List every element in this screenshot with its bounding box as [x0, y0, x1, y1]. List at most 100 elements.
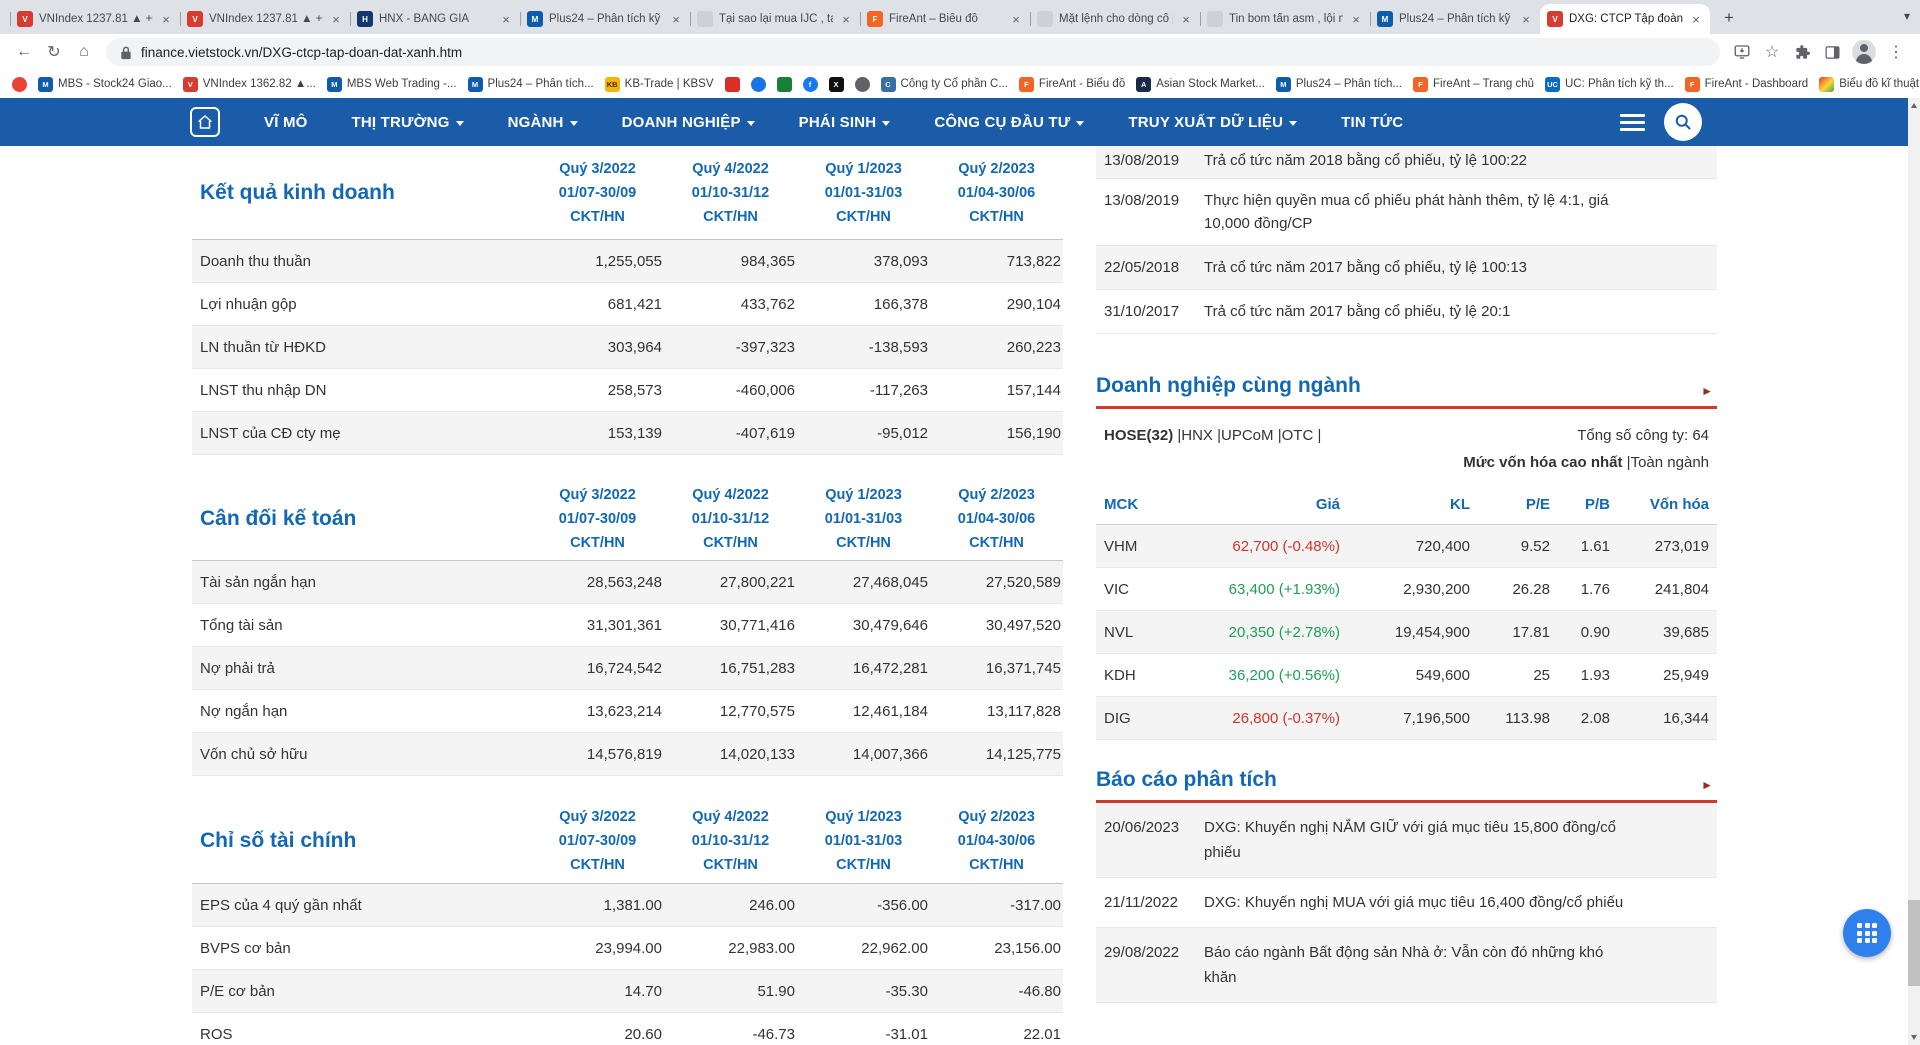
bookmark-item[interactable] — [751, 77, 766, 92]
bookmark-item[interactable]: MPlus24 – Phân tích... — [468, 77, 594, 92]
bookmark-item[interactable]: FFireAnt - Biểu đồ — [1019, 77, 1125, 92]
scrollbar-thumb[interactable] — [1908, 900, 1920, 986]
x-favicon-icon: X — [829, 77, 844, 92]
row-value: 14,007,366 — [797, 746, 930, 763]
browser-tab[interactable]: Tin bom tấn asm , lội n... × — [1200, 4, 1370, 34]
bookmark-item[interactable]: UCUC: Phân tích kỹ th... — [1545, 77, 1674, 92]
bookmark-item[interactable]: Biểu đồ kĩ thuật — [1819, 77, 1919, 92]
nav-item-doanh-nghiep[interactable]: DOANH NGHIỆP — [622, 114, 755, 131]
tab-search-chevron-icon[interactable]: ▾ — [1904, 9, 1910, 23]
vertical-scrollbar[interactable] — [1908, 98, 1920, 1045]
tab-close-icon[interactable]: × — [1179, 12, 1193, 27]
extensions-puzzle-icon[interactable] — [1788, 38, 1816, 66]
ticker-link[interactable]: DIG — [1104, 710, 1170, 727]
tab-close-icon[interactable]: × — [329, 12, 343, 27]
tab-close-icon[interactable]: × — [1349, 12, 1363, 27]
tab-close-icon[interactable]: × — [499, 12, 513, 27]
tab-close-icon[interactable]: × — [1689, 12, 1703, 27]
search-button[interactable] — [1664, 103, 1702, 141]
bookmark-item[interactable]: MMBS - Stock24 Giao... — [38, 77, 172, 92]
nav-item-phai-sinh[interactable]: PHÁI SINH — [799, 114, 891, 131]
hamburger-menu-icon[interactable] — [1620, 114, 1645, 131]
side-panel-icon[interactable] — [1818, 38, 1846, 66]
bookmark-item[interactable]: f — [803, 77, 818, 92]
bookmark-item[interactable]: CCông ty Cổ phần C... — [881, 77, 1008, 92]
nav-item-truy-xuat-du-lieu[interactable]: TRUY XUẤT DỮ LIỆU — [1128, 114, 1297, 131]
tab-close-icon[interactable]: × — [1009, 12, 1023, 27]
bookmark-item[interactable]: KBKB-Trade | KBSV — [605, 77, 714, 92]
browser-tab[interactable]: Tại sao lại mua IJC , tại ... × — [690, 4, 860, 34]
bookmark-item[interactable] — [855, 77, 870, 92]
bookmark-star-icon[interactable]: ☆ — [1758, 38, 1786, 66]
apps-grid-icon — [1857, 923, 1877, 943]
nav-item-thi-truong[interactable]: THỊ TRƯỜNG — [352, 114, 464, 131]
browser-tab[interactable]: H HNX - BẢNG GIÁ × — [350, 4, 520, 34]
bookmark-item[interactable]: MPlus24 – Phân tích... — [1276, 77, 1402, 92]
quick-menu-fab[interactable] — [1843, 909, 1891, 957]
exchange-filter-hose[interactable]: HOSE(32) — [1104, 427, 1181, 444]
new-tab-button[interactable]: + — [1716, 5, 1742, 31]
nav-item-cong-cu-dau-tu[interactable]: CÔNG CỤ ĐẦU TƯ — [934, 114, 1084, 131]
bookmark-item[interactable] — [12, 77, 27, 92]
bookmark-item[interactable] — [725, 77, 740, 92]
browser-tab[interactable]: M Plus24 – Phân tích kỹ th... × — [520, 4, 690, 34]
list-item[interactable]: 29/08/2022Báo cáo ngành Bất động sản Nhà… — [1096, 928, 1717, 1003]
nav-item-vi-mo[interactable]: VĨ MÔ — [264, 114, 308, 131]
ticker-link[interactable]: NVL — [1104, 624, 1170, 641]
profile-avatar[interactable] — [1852, 40, 1876, 64]
quarter-header: Quý 2/202301/04-30/06CKT/HN — [930, 157, 1063, 229]
nav-item-tin-tuc[interactable]: TIN TỨC — [1341, 114, 1403, 131]
report-text[interactable]: DXG: Khuyến nghị MUA với giá mục tiêu 16… — [1204, 890, 1634, 915]
back-icon[interactable]: ← — [10, 38, 38, 66]
chevron-down-icon — [1289, 121, 1297, 126]
browser-tab[interactable]: M Plus24 – Phân tích kỹ th... × — [1370, 4, 1540, 34]
tab-close-icon[interactable]: × — [159, 12, 173, 27]
browser-menu-icon[interactable]: ⋮ — [1882, 38, 1910, 66]
ticker-link[interactable]: KDH — [1104, 667, 1170, 684]
ticker-link[interactable]: VIC — [1104, 581, 1170, 598]
install-app-icon[interactable] — [1728, 38, 1756, 66]
browser-tab-active[interactable]: V DXG: CTCP Tập đoàn Đ... × — [1540, 4, 1710, 34]
column-header: P/E — [1470, 496, 1550, 513]
row-value: 23,994.00 — [531, 940, 664, 957]
nav-item-nganh[interactable]: NGÀNH — [508, 114, 578, 131]
site-home-icon[interactable] — [190, 107, 220, 137]
list-item[interactable]: 21/11/2022DXG: Khuyến nghị MUA với giá m… — [1096, 878, 1717, 928]
tab-close-icon[interactable]: × — [669, 12, 683, 27]
chevron-down-icon — [882, 121, 890, 126]
tab-close-icon[interactable]: × — [1519, 12, 1533, 27]
bookmark-item[interactable]: X — [829, 77, 844, 92]
browser-tab[interactable]: V VNIndex 1237.81 ▲ +0... × — [10, 4, 180, 34]
scroll-down-icon[interactable] — [1911, 1035, 1917, 1040]
volume-cell: 2,930,200 — [1340, 581, 1470, 598]
browser-tab[interactable]: Mặt lệnh cho dòng cổ p... × — [1030, 4, 1200, 34]
bookmark-item[interactable]: FFireAnt – Trang chủ — [1413, 77, 1534, 92]
home-button-icon[interactable]: ⌂ — [70, 38, 98, 66]
browser-tab[interactable]: F FireAnt – Biểu đồ × — [860, 4, 1030, 34]
list-item[interactable]: 20/06/2023DXG: Khuyến nghị NẮM GIỮ với g… — [1096, 803, 1717, 878]
exchange-filter-upcom[interactable]: UPCoM — [1221, 427, 1282, 444]
refresh-icon[interactable]: ↻ — [40, 38, 68, 66]
bookmark-item[interactable] — [777, 77, 792, 92]
scroll-up-icon[interactable] — [1911, 103, 1917, 108]
sort-filter-link[interactable]: Toàn ngành — [1631, 454, 1709, 471]
row-value: -95,012 — [797, 425, 930, 442]
bookmark-item[interactable]: AAsian Stock Market... — [1136, 77, 1265, 92]
more-arrow-icon[interactable]: ► — [1701, 384, 1717, 398]
exchange-filter-hnx[interactable]: HNX — [1181, 427, 1221, 444]
ticker-link[interactable]: VHM — [1104, 538, 1170, 555]
tab-close-icon[interactable]: × — [839, 12, 853, 27]
exchange-filter-otc[interactable]: OTC — [1282, 427, 1322, 444]
report-text[interactable]: DXG: Khuyến nghị NẮM GIỮ với giá mục tiê… — [1204, 815, 1634, 865]
url-input[interactable]: finance.vietstock.vn/DXG-ctcp-tap-doan-d… — [106, 38, 1720, 66]
analysis-reports-section: Báo cáo phân tích ► 20/06/2023DXG: Khuyế… — [1096, 768, 1717, 1003]
report-text[interactable]: Báo cáo ngành Bất động sản Nhà ở: Vẫn cò… — [1204, 940, 1634, 990]
browser-tab[interactable]: V VNIndex 1237.81 ▲ +0... × — [180, 4, 350, 34]
bookmark-item[interactable]: MMBS Web Trading -... — [327, 77, 457, 92]
bookmark-item[interactable]: FFireAnt - Dashboard — [1685, 77, 1809, 92]
more-arrow-icon[interactable]: ► — [1701, 778, 1717, 792]
section-header: Báo cáo phân tích ► — [1096, 768, 1717, 803]
bookmark-item[interactable]: VVNIndex 1362.82 ▲... — [183, 77, 316, 92]
price-cell: 26,800 (-0.37%) — [1170, 710, 1340, 727]
row-value: 23,156.00 — [930, 940, 1063, 957]
